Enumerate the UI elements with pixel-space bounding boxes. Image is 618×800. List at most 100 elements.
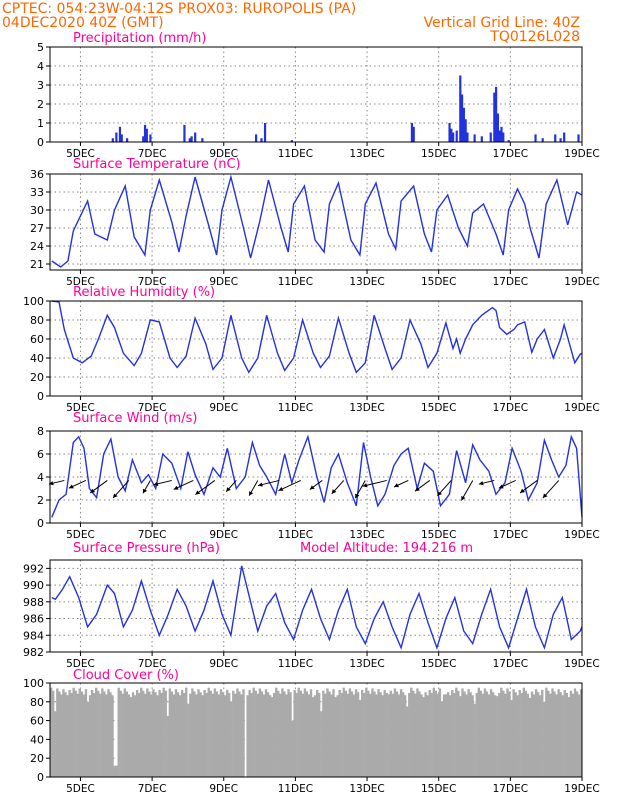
cloud-cover-bar — [463, 691, 466, 777]
cloud-cover-bar — [187, 703, 190, 777]
cloud-cover-bar — [504, 693, 507, 777]
y-tick-label: 0 — [37, 517, 44, 530]
y-tick-label: 5 — [37, 41, 44, 54]
cloud-cover-bar — [514, 692, 517, 777]
precipitation-bar — [190, 136, 193, 142]
cloud-cover-bar — [412, 690, 415, 777]
wind-vector-head — [498, 484, 504, 489]
precipitation-bar — [115, 132, 118, 142]
x-tick-label: 19DEC — [564, 658, 599, 670]
cloud-cover-bar — [238, 691, 241, 777]
cloud-cover-bar — [547, 690, 550, 777]
cloud-cover-bar — [123, 688, 127, 777]
cloud-cover-bar — [144, 693, 147, 777]
cloud-cover-bar — [277, 690, 280, 777]
cloud-cover-bar — [539, 695, 542, 777]
wind-vector-head — [331, 489, 337, 494]
cloud-cover-bar — [133, 695, 137, 777]
precipitation-bar — [149, 134, 152, 142]
wind-title: Surface Wind (m/s) — [73, 411, 197, 426]
wind-vector-head — [478, 481, 484, 486]
y-tick-label: 3 — [37, 79, 44, 92]
cloud-cover-bar — [363, 692, 366, 777]
x-tick-label: 19DEC — [564, 529, 599, 541]
cloud-cover-bar — [70, 692, 73, 777]
cloud-cover-bar — [512, 689, 515, 777]
cloud-cover-bar — [424, 692, 427, 777]
x-tick-label: 9DEC — [209, 783, 238, 795]
cloud-cover-bar — [559, 692, 562, 777]
cloud-cover-bar — [52, 690, 55, 777]
cloud-cover-bar — [92, 692, 96, 777]
cloud-cover-bar — [356, 692, 360, 777]
plot-frame — [49, 559, 583, 653]
humidity-title: Relative Humidity (%) — [73, 285, 215, 300]
cloud-cover-bar — [205, 692, 208, 777]
y-tick-label: 100 — [23, 295, 44, 308]
cloud-cover-bar — [557, 689, 560, 777]
cloud-cover-bar — [66, 695, 69, 777]
cloud-cover-bar — [193, 691, 196, 777]
cloud-cover-bar — [457, 690, 460, 777]
cloud-cover-bar — [281, 688, 284, 777]
model-altitude-label: Model Altitude: 194.216 m — [300, 541, 473, 556]
cloud-cover-bar — [297, 687, 300, 777]
cloud-cover-bar — [62, 689, 65, 777]
x-tick-label: 13DEC — [349, 529, 384, 541]
x-tick-label: 9DEC — [209, 529, 238, 541]
cloud-cover-bar — [142, 690, 145, 777]
cloud-cover-bar — [183, 692, 186, 777]
y-tick-label: 36 — [30, 168, 44, 181]
x-tick-label: 11DEC — [278, 658, 313, 670]
cloud-cover-bar — [414, 693, 417, 777]
cloud-cover-bar — [481, 693, 485, 777]
cloud-cover-bar — [156, 695, 159, 777]
precipitation-bar — [452, 132, 455, 142]
cloud-cover-bar — [84, 689, 88, 777]
cloud-cover-bar — [232, 690, 235, 777]
cloud-cover-bar — [78, 688, 81, 777]
header-model-code: TQ0126L028 — [489, 29, 580, 45]
precipitation-bar — [502, 132, 505, 142]
cloud-cover-bar — [135, 689, 139, 777]
plot-frame — [49, 300, 583, 397]
precipitation-bar — [495, 86, 498, 142]
precipitation-bar — [263, 123, 267, 142]
header-grid-line: Vertical Grid Line: 40Z — [424, 15, 580, 31]
cloud-cover-bar — [383, 689, 386, 777]
cloud-cover-bar — [219, 689, 223, 777]
y-tick-label: 1 — [37, 117, 44, 130]
cloud-cover-bar — [152, 689, 155, 777]
y-tick-label: 4 — [37, 60, 44, 73]
cloud-cover-bar — [389, 690, 393, 777]
y-tick-label: 6 — [37, 448, 44, 461]
cloud-cover-bar — [74, 690, 77, 777]
precipitation-bar — [183, 124, 186, 142]
cloud-cover-bar — [508, 691, 511, 777]
wind-vector-head — [362, 483, 368, 488]
cloud-cover-bar — [236, 688, 239, 777]
cloud-cover-bar — [266, 692, 270, 777]
y-tick-label: 80 — [30, 314, 44, 327]
cloud-cover-bar — [215, 691, 219, 777]
precipitation-bar — [563, 132, 566, 142]
cloud-cover-bar — [358, 699, 362, 777]
cloud-cover-bar — [395, 691, 399, 777]
x-tick-label: 9DEC — [209, 658, 238, 670]
cloud-cover-bar — [324, 693, 327, 777]
x-tick-label: 15DEC — [421, 783, 456, 795]
cloud-cover-bar — [60, 694, 63, 777]
cloud-cover-bar — [397, 694, 401, 777]
y-tick-label: 992 — [23, 562, 44, 575]
y-tick-label: 982 — [23, 646, 44, 659]
x-tick-label: 15DEC — [421, 402, 456, 414]
cloud-cover-bar — [563, 689, 566, 777]
cloud-cover-bar — [381, 695, 384, 777]
pressure-title: Surface Pressure (hPa) — [73, 541, 220, 556]
cloud-cover-bar — [313, 695, 317, 777]
cloud-cover-bar — [532, 694, 536, 777]
precipitation-bar — [489, 132, 492, 142]
cloud-cover-bar — [479, 690, 483, 777]
cloud-cover-bar — [117, 687, 120, 777]
cloud-cover-bar — [516, 695, 519, 777]
